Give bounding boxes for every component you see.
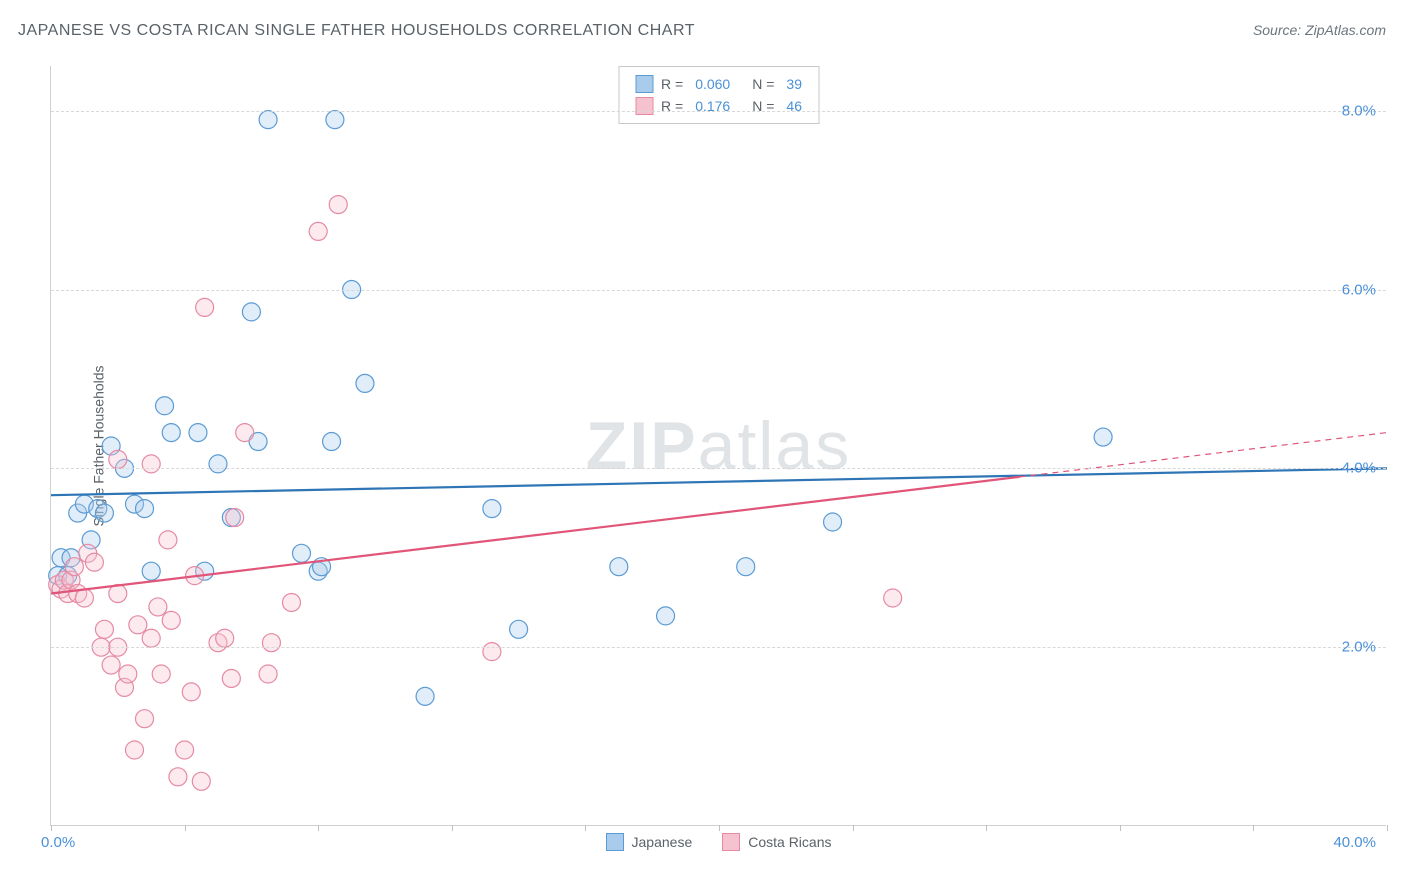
data-point: [483, 643, 501, 661]
data-point: [737, 558, 755, 576]
x-tick: [585, 825, 586, 831]
data-point: [824, 513, 842, 531]
data-point: [196, 298, 214, 316]
data-point: [222, 669, 240, 687]
data-point: [102, 656, 120, 674]
chart-title: JAPANESE VS COSTA RICAN SINGLE FATHER HO…: [18, 22, 695, 40]
data-point: [323, 433, 341, 451]
gridline: [51, 111, 1386, 112]
data-point: [162, 424, 180, 442]
x-axis-min-label: 0.0%: [41, 834, 75, 851]
data-point: [162, 611, 180, 629]
data-point: [65, 558, 83, 576]
data-point: [610, 558, 628, 576]
data-point: [510, 620, 528, 638]
legend-n-label: N =: [752, 76, 774, 92]
data-point: [156, 397, 174, 415]
data-point: [282, 593, 300, 611]
source-attribution: Source: ZipAtlas.com: [1253, 22, 1386, 38]
data-point: [242, 303, 260, 321]
data-point: [216, 629, 234, 647]
chart-svg: [51, 66, 1386, 825]
data-point: [226, 509, 244, 527]
x-tick: [1387, 825, 1388, 831]
x-tick: [986, 825, 987, 831]
data-point: [119, 665, 137, 683]
data-point: [416, 687, 434, 705]
data-point: [126, 741, 144, 759]
data-point: [129, 616, 147, 634]
legend-r-label: R =: [661, 76, 683, 92]
series-legend-item: Costa Ricans: [722, 833, 831, 851]
x-axis-max-label: 40.0%: [1333, 834, 1376, 851]
legend-r-value: 0.060: [695, 76, 730, 92]
series-name: Costa Ricans: [748, 834, 831, 850]
data-point: [149, 598, 167, 616]
data-point: [95, 504, 113, 522]
x-tick: [318, 825, 319, 831]
data-point: [142, 562, 160, 580]
series-name: Japanese: [632, 834, 693, 850]
data-point: [189, 424, 207, 442]
x-tick: [452, 825, 453, 831]
x-tick: [853, 825, 854, 831]
data-point: [142, 629, 160, 647]
data-point: [136, 710, 154, 728]
data-point: [483, 500, 501, 518]
gridline: [51, 647, 1386, 648]
data-point: [136, 500, 154, 518]
y-tick-label: 2.0%: [1342, 639, 1376, 656]
x-tick: [1253, 825, 1254, 831]
data-point: [356, 374, 374, 392]
y-tick-label: 6.0%: [1342, 281, 1376, 298]
legend-row: R =0.176N =46: [635, 95, 802, 117]
data-point: [259, 111, 277, 129]
y-tick-label: 4.0%: [1342, 460, 1376, 477]
correlation-legend: R = 0.060 N = 39 R =0.176N =46: [618, 66, 819, 124]
x-tick: [1120, 825, 1121, 831]
chart-container: JAPANESE VS COSTA RICAN SINGLE FATHER HO…: [0, 0, 1406, 892]
data-point: [75, 589, 93, 607]
x-tick: [185, 825, 186, 831]
data-point: [159, 531, 177, 549]
data-point: [169, 768, 187, 786]
data-point: [142, 455, 160, 473]
data-point: [152, 665, 170, 683]
x-tick: [51, 825, 52, 831]
y-tick-label: 8.0%: [1342, 102, 1376, 119]
data-point: [85, 553, 103, 571]
data-point: [262, 634, 280, 652]
data-point: [326, 111, 344, 129]
gridline: [51, 468, 1386, 469]
data-point: [329, 196, 347, 214]
data-point: [176, 741, 194, 759]
legend-swatch: [606, 833, 624, 851]
data-point: [95, 620, 113, 638]
data-point: [236, 424, 254, 442]
legend-swatch: [635, 75, 653, 93]
plot-area: ZIPatlas R =0.060N =39R =0.176N =46 Japa…: [50, 66, 1386, 826]
legend-row: R = 0.060 N = 39: [635, 73, 802, 95]
x-tick: [719, 825, 720, 831]
data-point: [309, 222, 327, 240]
series-legend-item: Japanese: [606, 833, 693, 851]
series-legend: Japanese Costa Ricans: [606, 833, 832, 851]
data-point: [293, 544, 311, 562]
gridline: [51, 290, 1386, 291]
data-point: [192, 772, 210, 790]
legend-n-value: 39: [786, 76, 802, 92]
data-point: [259, 665, 277, 683]
data-point: [109, 450, 127, 468]
data-point: [884, 589, 902, 607]
data-point: [182, 683, 200, 701]
legend-swatch: [722, 833, 740, 851]
data-point: [657, 607, 675, 625]
regression-line: [51, 468, 1387, 495]
regression-line: [51, 477, 1020, 594]
data-point: [209, 455, 227, 473]
data-point: [1094, 428, 1112, 446]
legend-swatch: [635, 97, 653, 115]
